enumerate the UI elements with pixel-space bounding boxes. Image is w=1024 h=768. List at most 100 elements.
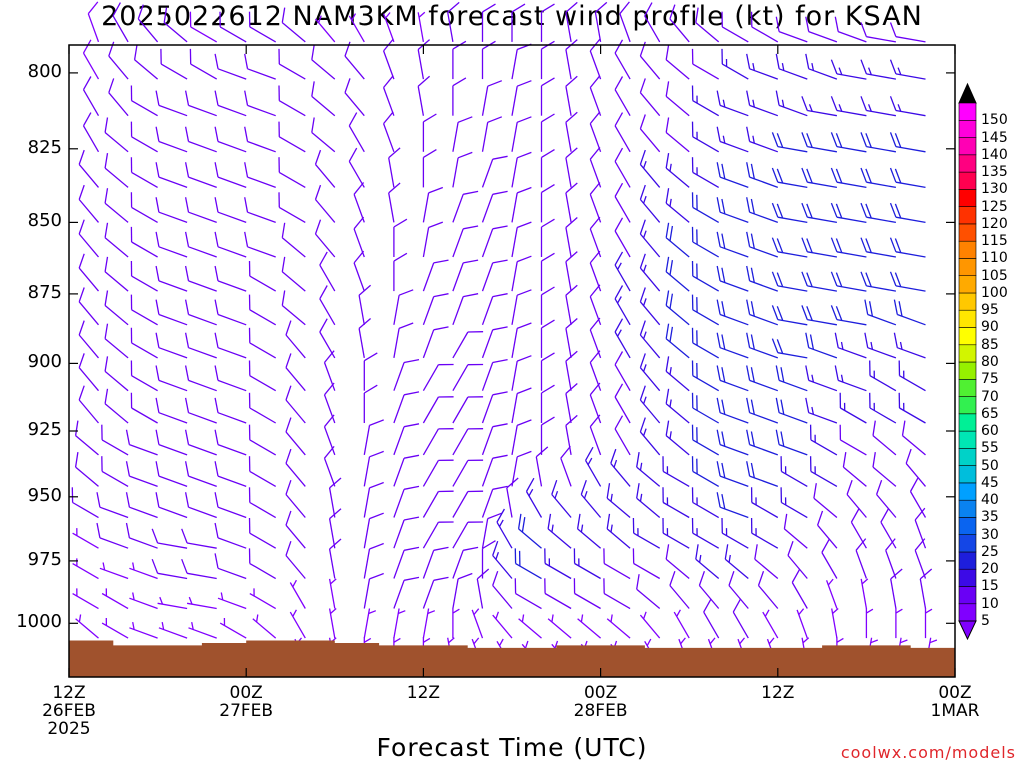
wind-barb: [830, 271, 867, 292]
wind-barb: [716, 397, 749, 424]
wind-barb: [184, 265, 217, 292]
wind-barb: [589, 111, 602, 153]
colorbar-under-arrow: [958, 620, 977, 641]
wind-barb: [248, 487, 277, 519]
wind-barb: [716, 365, 749, 392]
wind-barb: [796, 608, 808, 639]
wind-barb: [746, 461, 779, 488]
wind-barb: [319, 251, 336, 292]
wind-barb: [746, 162, 779, 189]
wind-barb: [363, 512, 384, 549]
wind-barb: [511, 255, 532, 292]
wind-barb: [130, 260, 158, 292]
wind-barb: [665, 81, 690, 117]
wind-barb: [716, 197, 749, 224]
wind-barb: [580, 479, 602, 518]
wind-barb: [452, 572, 473, 609]
wind-barb: [662, 517, 690, 549]
wind-barb: [285, 417, 306, 456]
wind-barb: [130, 85, 158, 117]
colorbar-label: 25: [981, 543, 999, 560]
wind-barb: [184, 365, 217, 392]
wind-barb: [839, 392, 867, 424]
wind-barb: [901, 420, 926, 456]
wind-barb: [821, 538, 838, 579]
wind-barb: [511, 450, 532, 487]
wind-barb: [771, 202, 808, 224]
wind-barb: [691, 424, 720, 456]
wind-barb: [517, 513, 542, 549]
wind-barb: [540, 218, 555, 257]
wind-barb: [511, 221, 532, 258]
wind-barb: [422, 521, 454, 549]
wind-barb: [393, 423, 420, 456]
wind-barb: [511, 3, 526, 42]
wind-barb: [214, 365, 247, 392]
wind-barb: [614, 147, 631, 188]
wind-barb: [805, 53, 838, 80]
wind-barb: [614, 182, 631, 223]
wind-barb: [665, 222, 690, 258]
colorbar-swatch: [958, 551, 977, 570]
wind-barb: [565, 383, 578, 424]
wind-barb: [157, 596, 188, 610]
colorbar-swatch: [958, 120, 977, 138]
wind-barb: [636, 451, 661, 487]
wind-barb: [691, 456, 720, 487]
wind-barb: [184, 492, 217, 519]
wind-barb: [125, 429, 158, 456]
colorbar-label: 5: [981, 613, 990, 629]
wind-barb: [481, 512, 503, 549]
wind-barb: [919, 568, 933, 609]
wind-barb: [188, 621, 217, 639]
wind-barb: [189, 11, 218, 43]
y-tick-label: 900: [27, 351, 62, 373]
wind-barb: [560, 445, 572, 487]
wind-barb: [614, 415, 631, 456]
wind-barb: [691, 392, 720, 424]
wind-barb: [311, 81, 336, 117]
wind-barb: [289, 579, 306, 609]
wind-barb: [839, 424, 867, 456]
wind-barb: [716, 162, 749, 189]
wind-barb: [889, 96, 926, 117]
wind-barb: [721, 48, 749, 80]
wind-barb: [565, 318, 578, 359]
wind-barb: [104, 188, 129, 223]
wind-barb: [639, 353, 661, 392]
wind-barb: [75, 614, 99, 639]
wind-barb: [885, 538, 897, 579]
wind-barb: [603, 548, 631, 580]
wind-barb: [447, 1, 460, 43]
wind-barb: [281, 256, 306, 292]
wind-barb: [184, 299, 217, 326]
wind-barb: [695, 544, 720, 579]
wind-barb: [540, 416, 555, 455]
wind-barb: [248, 260, 277, 292]
wind-barb: [775, 53, 808, 80]
wind-barb: [614, 251, 631, 292]
wind-barb: [328, 608, 337, 639]
wind-barb: [186, 596, 217, 610]
wind-barb: [393, 322, 414, 359]
wind-barb: [452, 40, 467, 80]
wind-barb: [830, 305, 867, 326]
wind-barb: [551, 479, 572, 518]
wind-barb: [125, 461, 158, 488]
wind-barb: [248, 360, 277, 392]
wind-barb: [606, 513, 631, 549]
wind-barb: [285, 320, 306, 359]
wind-barb: [801, 305, 838, 326]
wind-barb: [511, 387, 532, 424]
wind-barb: [698, 570, 720, 609]
colorbar-swatch: [958, 309, 977, 328]
wind-barb: [130, 121, 158, 153]
colorbar-swatch: [958, 344, 977, 363]
wind-barb: [780, 456, 808, 487]
wind-barb: [775, 397, 808, 424]
wind-barb: [644, 2, 661, 43]
wind-barb: [691, 487, 720, 519]
wind-barb: [184, 162, 217, 189]
wind-barb: [99, 562, 129, 580]
wind-barb: [895, 608, 903, 639]
